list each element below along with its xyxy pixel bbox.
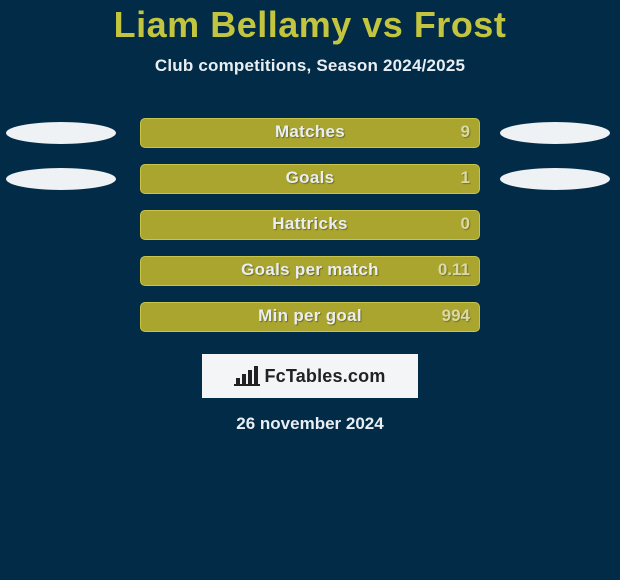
stat-row: Goals1 (0, 156, 620, 202)
page-title: Liam Bellamy vs Frost (0, 4, 620, 46)
stat-bar-area: Goals1 (140, 164, 480, 194)
bar-chart-icon (234, 366, 260, 386)
stat-row: Min per goal994 (0, 294, 620, 340)
stat-bar-area: Goals per match0.11 (140, 256, 480, 286)
stats-card: Liam Bellamy vs Frost Club competitions,… (0, 0, 620, 580)
brand-text: FcTables.com (264, 366, 385, 387)
stat-value: 994 (442, 306, 470, 326)
stat-row: Goals per match0.11 (0, 248, 620, 294)
player-ellipse-left (6, 122, 116, 144)
stat-bar-area: Min per goal994 (140, 302, 480, 332)
stat-bar-area: Matches9 (140, 118, 480, 148)
stat-row: Hattricks0 (0, 202, 620, 248)
footer-date: 26 november 2024 (0, 414, 620, 434)
stat-bar (140, 302, 480, 332)
player-ellipse-right (500, 122, 610, 144)
stat-bar-area: Hattricks0 (140, 210, 480, 240)
stat-value: 0 (461, 214, 470, 234)
stat-rows: Matches9 Goals1 Hattricks0 Goals per match0… (0, 110, 620, 340)
page-subtitle: Club competitions, Season 2024/2025 (0, 56, 620, 76)
stat-bar (140, 164, 480, 194)
stat-bar (140, 256, 480, 286)
brand-box: FcTables.com (202, 354, 418, 398)
stat-value: 0.11 (438, 260, 470, 280)
stat-bar (140, 210, 480, 240)
player-ellipse-left (6, 168, 116, 190)
stat-row: Matches9 (0, 110, 620, 156)
stat-value: 1 (461, 168, 470, 188)
stat-bar (140, 118, 480, 148)
player-ellipse-right (500, 168, 610, 190)
stat-value: 9 (461, 122, 470, 142)
